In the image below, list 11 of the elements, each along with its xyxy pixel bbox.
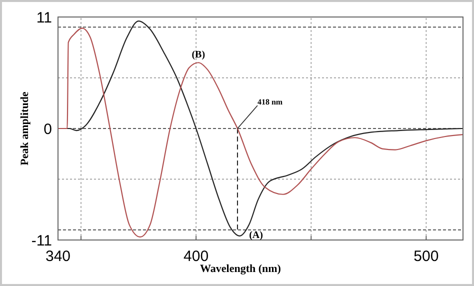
annotation: (B) <box>192 50 206 61</box>
x-tick-label: 500 <box>414 248 439 265</box>
y-tick-label: 11 <box>36 9 52 26</box>
annotation: 418 nm <box>257 98 283 106</box>
annotation: (A) <box>249 230 263 241</box>
y-axis-title: Peak amplitude <box>19 92 31 166</box>
x-tick-label: 400 <box>184 248 209 265</box>
y-tick-label: 0 <box>44 120 52 138</box>
y-tick-label: -11 <box>31 232 52 250</box>
x-tick-label: 340 <box>45 248 71 265</box>
x-axis-title: Wavelength (nm) <box>200 263 282 275</box>
